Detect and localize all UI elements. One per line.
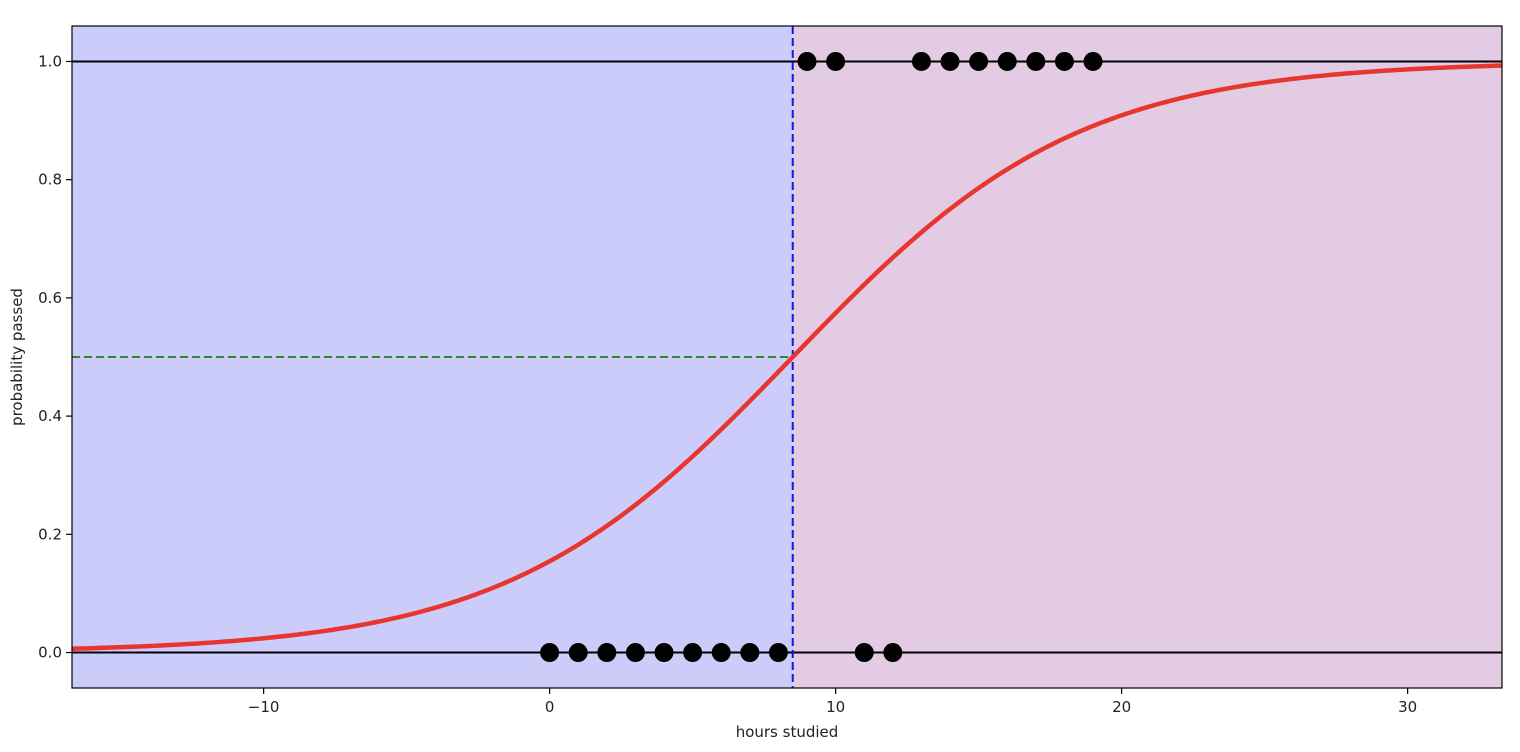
- x-tick-label: 20: [1112, 698, 1131, 716]
- data-point-failed: [625, 643, 645, 663]
- plot-frame: [71, 25, 1503, 689]
- data-point-passed: [826, 51, 846, 71]
- axes: −10 0 10 20 30 0.0 0.2 0.4 0.6 0.8 1.0: [38, 25, 1503, 716]
- region-pass: [792, 26, 1502, 688]
- y-tick-label: 0.2: [38, 525, 62, 543]
- data-point-passed: [1054, 51, 1074, 71]
- data-point-failed: [683, 643, 703, 663]
- data-points: [540, 51, 1103, 663]
- data-point-failed: [654, 643, 674, 663]
- x-tick-label: 10: [826, 698, 845, 716]
- data-point-failed: [768, 643, 788, 663]
- data-point-failed: [854, 643, 874, 663]
- y-tick-label: 1.0: [38, 52, 62, 70]
- data-point-passed: [969, 51, 989, 71]
- data-point-passed: [997, 51, 1017, 71]
- y-tick-label: 0.8: [38, 171, 62, 189]
- y-tick-label: 0.4: [38, 407, 62, 425]
- data-point-failed: [597, 643, 617, 663]
- data-point-failed: [740, 643, 760, 663]
- x-tick-label: 0: [545, 698, 555, 716]
- data-point-passed: [1026, 51, 1046, 71]
- data-point-failed: [540, 643, 560, 663]
- data-point-failed: [568, 643, 588, 663]
- data-point-failed: [711, 643, 731, 663]
- data-point-failed: [883, 643, 903, 663]
- y-axis-label: probability passed: [8, 288, 26, 426]
- logistic-curve: [71, 63, 1503, 651]
- x-tick-label: 30: [1398, 698, 1417, 716]
- data-point-passed: [1083, 51, 1103, 71]
- x-axis-label: hours studied: [736, 723, 839, 741]
- y-tick-label: 0.6: [38, 289, 62, 307]
- data-point-passed: [911, 51, 931, 71]
- y-tick-label: 0.0: [38, 644, 62, 662]
- curve-layer: [71, 63, 1503, 651]
- x-tick-label: −10: [248, 698, 280, 716]
- data-point-passed: [797, 51, 817, 71]
- data-point-passed: [940, 51, 960, 71]
